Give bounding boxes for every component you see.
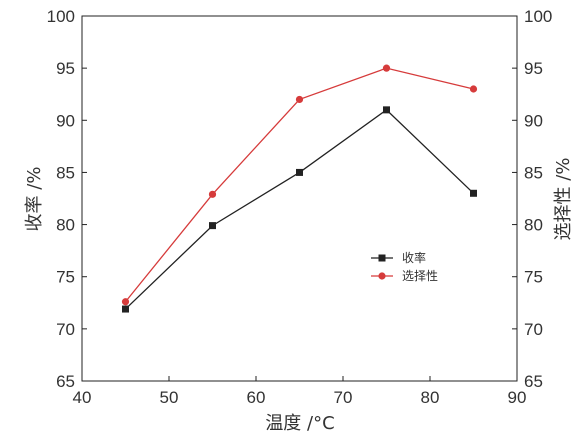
x-axis-title: 温度 /°C	[265, 413, 334, 434]
legend-label-selectivity: 选择性	[402, 269, 438, 283]
plot-border	[81, 15, 518, 382]
series-layer	[121, 64, 478, 313]
data-point	[383, 106, 390, 114]
legend-label-yield: 收率	[402, 250, 426, 265]
y-left-tick-label: 95	[56, 59, 75, 78]
y-right-tick-label: 75	[524, 268, 543, 287]
x-tick-label: 50	[160, 388, 179, 407]
data-point	[122, 305, 129, 313]
y-right-tick-label: 90	[524, 111, 543, 130]
y-left-tick-label: 85	[56, 163, 75, 182]
y-right-tick-label: 100	[524, 7, 552, 26]
y-left-tick-label: 70	[56, 320, 75, 339]
y-left-tick-label: 90	[56, 111, 75, 130]
series-0	[122, 106, 477, 313]
series-1	[121, 64, 478, 306]
y-right-tick-label: 95	[524, 59, 543, 78]
data-point	[469, 85, 478, 93]
y-right-tick-label: 80	[524, 216, 543, 235]
y-axis-left-title: 收率 /%	[24, 167, 45, 232]
y-right-tick-label: 65	[524, 372, 543, 391]
legend: 收率 选择性	[371, 250, 438, 283]
x-tick-label: 60	[247, 388, 266, 407]
y-left-tick-label: 100	[47, 7, 75, 26]
data-point	[470, 189, 477, 197]
legend-marker-selectivity	[378, 272, 386, 280]
x-tick-label: 90	[508, 388, 527, 407]
y-left-tick-label: 80	[56, 216, 75, 235]
y-right-tick-label: 70	[524, 320, 543, 339]
data-point	[209, 222, 216, 230]
data-point	[382, 64, 391, 72]
y-right-tick-label: 85	[524, 163, 543, 182]
x-tick-label: 80	[421, 388, 440, 407]
y-axis-right-title: 选择性 /%	[553, 158, 574, 241]
data-point	[208, 190, 217, 198]
x-tick-label: 40	[73, 388, 92, 407]
series-line-1	[124, 67, 474, 303]
x-tick-label: 70	[334, 388, 353, 407]
plot-frame	[81, 15, 518, 382]
y-left-tick-label: 75	[56, 268, 75, 287]
data-point	[295, 95, 304, 104]
y-left-tick-label: 65	[56, 372, 75, 391]
data-point	[121, 298, 130, 306]
data-point	[296, 168, 303, 176]
legend-marker-yield	[378, 254, 386, 262]
